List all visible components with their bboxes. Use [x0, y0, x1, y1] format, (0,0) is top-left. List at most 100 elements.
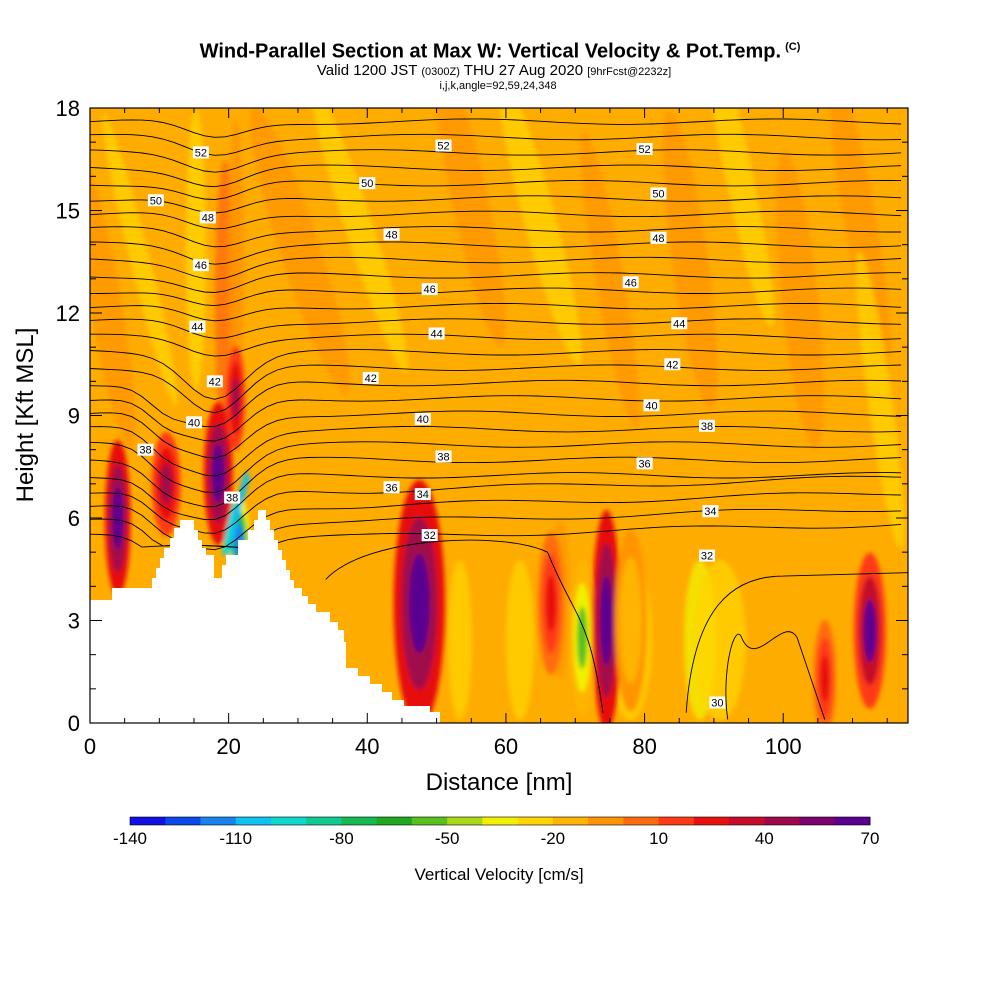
theta-contour-line: [90, 472, 902, 520]
plot-area: 52 52 52 50 50 50 48 48 48 46 46 46 44 44 44 42 42 42 40 40…: [90, 108, 908, 723]
theta-contour-line: [90, 256, 902, 280]
x-tick-label: 100: [765, 734, 802, 759]
theta-contour-line: [90, 287, 902, 307]
colorbar-swatch: [588, 817, 624, 825]
y-tick-label: 6: [68, 506, 80, 531]
velocity-streak: [776, 150, 824, 450]
theta-contour-label: 36: [383, 481, 400, 494]
svg-text:48: 48: [385, 229, 397, 241]
velocity-streak: [311, 108, 409, 373]
svg-text:30: 30: [711, 698, 723, 710]
svg-text:38: 38: [701, 421, 713, 433]
theta-contour-label: 38: [137, 443, 154, 457]
theta-contour-label: 46: [622, 276, 639, 289]
svg-text:38: 38: [437, 452, 449, 464]
svg-text:32: 32: [424, 530, 436, 542]
colorbar-swatch: [200, 817, 237, 825]
velocity-streak: [498, 108, 582, 365]
y-tick-label: 3: [68, 609, 80, 634]
theta-contour-label: 34: [414, 488, 431, 501]
x-axis-label: Distance [nm]: [426, 769, 573, 796]
theta-contour-label: 42: [362, 371, 379, 385]
colorbar-tick-label: 10: [649, 829, 668, 848]
theta-contour-line: [90, 410, 902, 459]
svg-text:44: 44: [673, 318, 685, 330]
chart-indices: i,j,k,angle=92,59,24,348: [439, 79, 557, 92]
svg-text:50: 50: [652, 188, 664, 200]
theta-contour-line: [90, 364, 902, 414]
updraft-core: [231, 377, 240, 420]
colorbar-swatch: [376, 817, 413, 825]
svg-text:40: 40: [645, 400, 657, 412]
downdraft-core: [577, 606, 588, 669]
downdraft-core: [624, 584, 638, 657]
colorbar-swatch: [623, 817, 660, 825]
theta-contour-line: [90, 333, 902, 357]
colorbar-swatch: [658, 817, 695, 825]
velocity-streak: [705, 108, 775, 327]
svg-text:36: 36: [638, 458, 650, 470]
theta-contour-line: [90, 523, 902, 550]
colorbar-tick-label: -110: [219, 829, 252, 848]
colorbar-swatch: [482, 817, 519, 825]
colorbar-swatch: [729, 817, 765, 825]
updraft-core: [160, 463, 173, 505]
updraft-core: [112, 486, 123, 550]
svg-text:44: 44: [430, 329, 442, 341]
colorbar-tick-label: -20: [541, 829, 566, 848]
theta-contour-label: 36: [636, 457, 653, 470]
theta-contour-label: 50: [359, 177, 376, 190]
colorbar-tick-label: -140: [113, 829, 147, 848]
terrain-mask: [90, 510, 440, 723]
theta-contour-line: [685, 572, 908, 713]
svg-text:50: 50: [150, 195, 162, 207]
colorbar: -140 -110 -80 -50 -20 10 40 70: [113, 816, 879, 848]
velocity-streak: [186, 110, 206, 390]
theta-contour-label: 52: [435, 139, 452, 153]
x-tick-label: 40: [355, 734, 379, 759]
y-axis-label: Height [Kft MSL]: [12, 328, 39, 503]
theta-contour-line: [325, 539, 604, 713]
svg-text:52: 52: [638, 144, 650, 156]
velocity-streak: [249, 108, 351, 393]
velocity-streak: [506, 560, 534, 720]
updraft-core: [863, 599, 877, 662]
svg-text:42: 42: [365, 373, 377, 385]
svg-text:52: 52: [195, 147, 207, 159]
velocity-streak: [90, 152, 136, 448]
velocity-streak: [228, 120, 244, 400]
theta-contour-line: [90, 149, 902, 173]
theta-contour-label: 44: [671, 317, 688, 330]
colorbar-swatch: [306, 817, 342, 825]
velocity-streak: [448, 560, 472, 720]
colorbar-swatch: [517, 817, 554, 825]
x-tick-label: 60: [494, 734, 518, 759]
svg-text:46: 46: [424, 284, 436, 296]
svg-text:36: 36: [385, 482, 397, 494]
y-tick-label: 9: [68, 404, 80, 429]
theta-contour-label: 40: [643, 399, 660, 412]
svg-text:34: 34: [704, 506, 716, 518]
y-tick-label: 15: [56, 199, 80, 224]
colorbar-swatch: [165, 817, 201, 825]
theta-contour-line: [90, 395, 902, 442]
theta-contour-label: 52: [192, 146, 209, 159]
updraft-core: [600, 576, 613, 665]
theta-contour-line: [90, 164, 902, 188]
theta-contour-label: 48: [199, 211, 216, 224]
theta-contour-line: [90, 179, 902, 200]
theta-contour-label: 46: [421, 283, 438, 296]
theta-contour-label: 44: [189, 320, 206, 334]
theta-contour-line: [90, 441, 902, 494]
theta-contour-line: [90, 272, 902, 293]
colorbar-tick-label: 40: [755, 829, 774, 848]
colorbar-swatch: [341, 817, 378, 825]
chart-subtitle: Valid 1200 JST (0300Z) THU 27 Aug 2020 […: [316, 61, 672, 79]
colorbar-tick-label: -80: [329, 829, 354, 848]
theta-contour-label: 38: [435, 450, 452, 464]
chart-title: Wind-Parallel Section at Max W: Vertical…: [199, 40, 801, 63]
theta-contour-label: 50: [650, 187, 667, 200]
colorbar-swatch: [834, 817, 871, 825]
svg-text:38: 38: [139, 445, 151, 457]
